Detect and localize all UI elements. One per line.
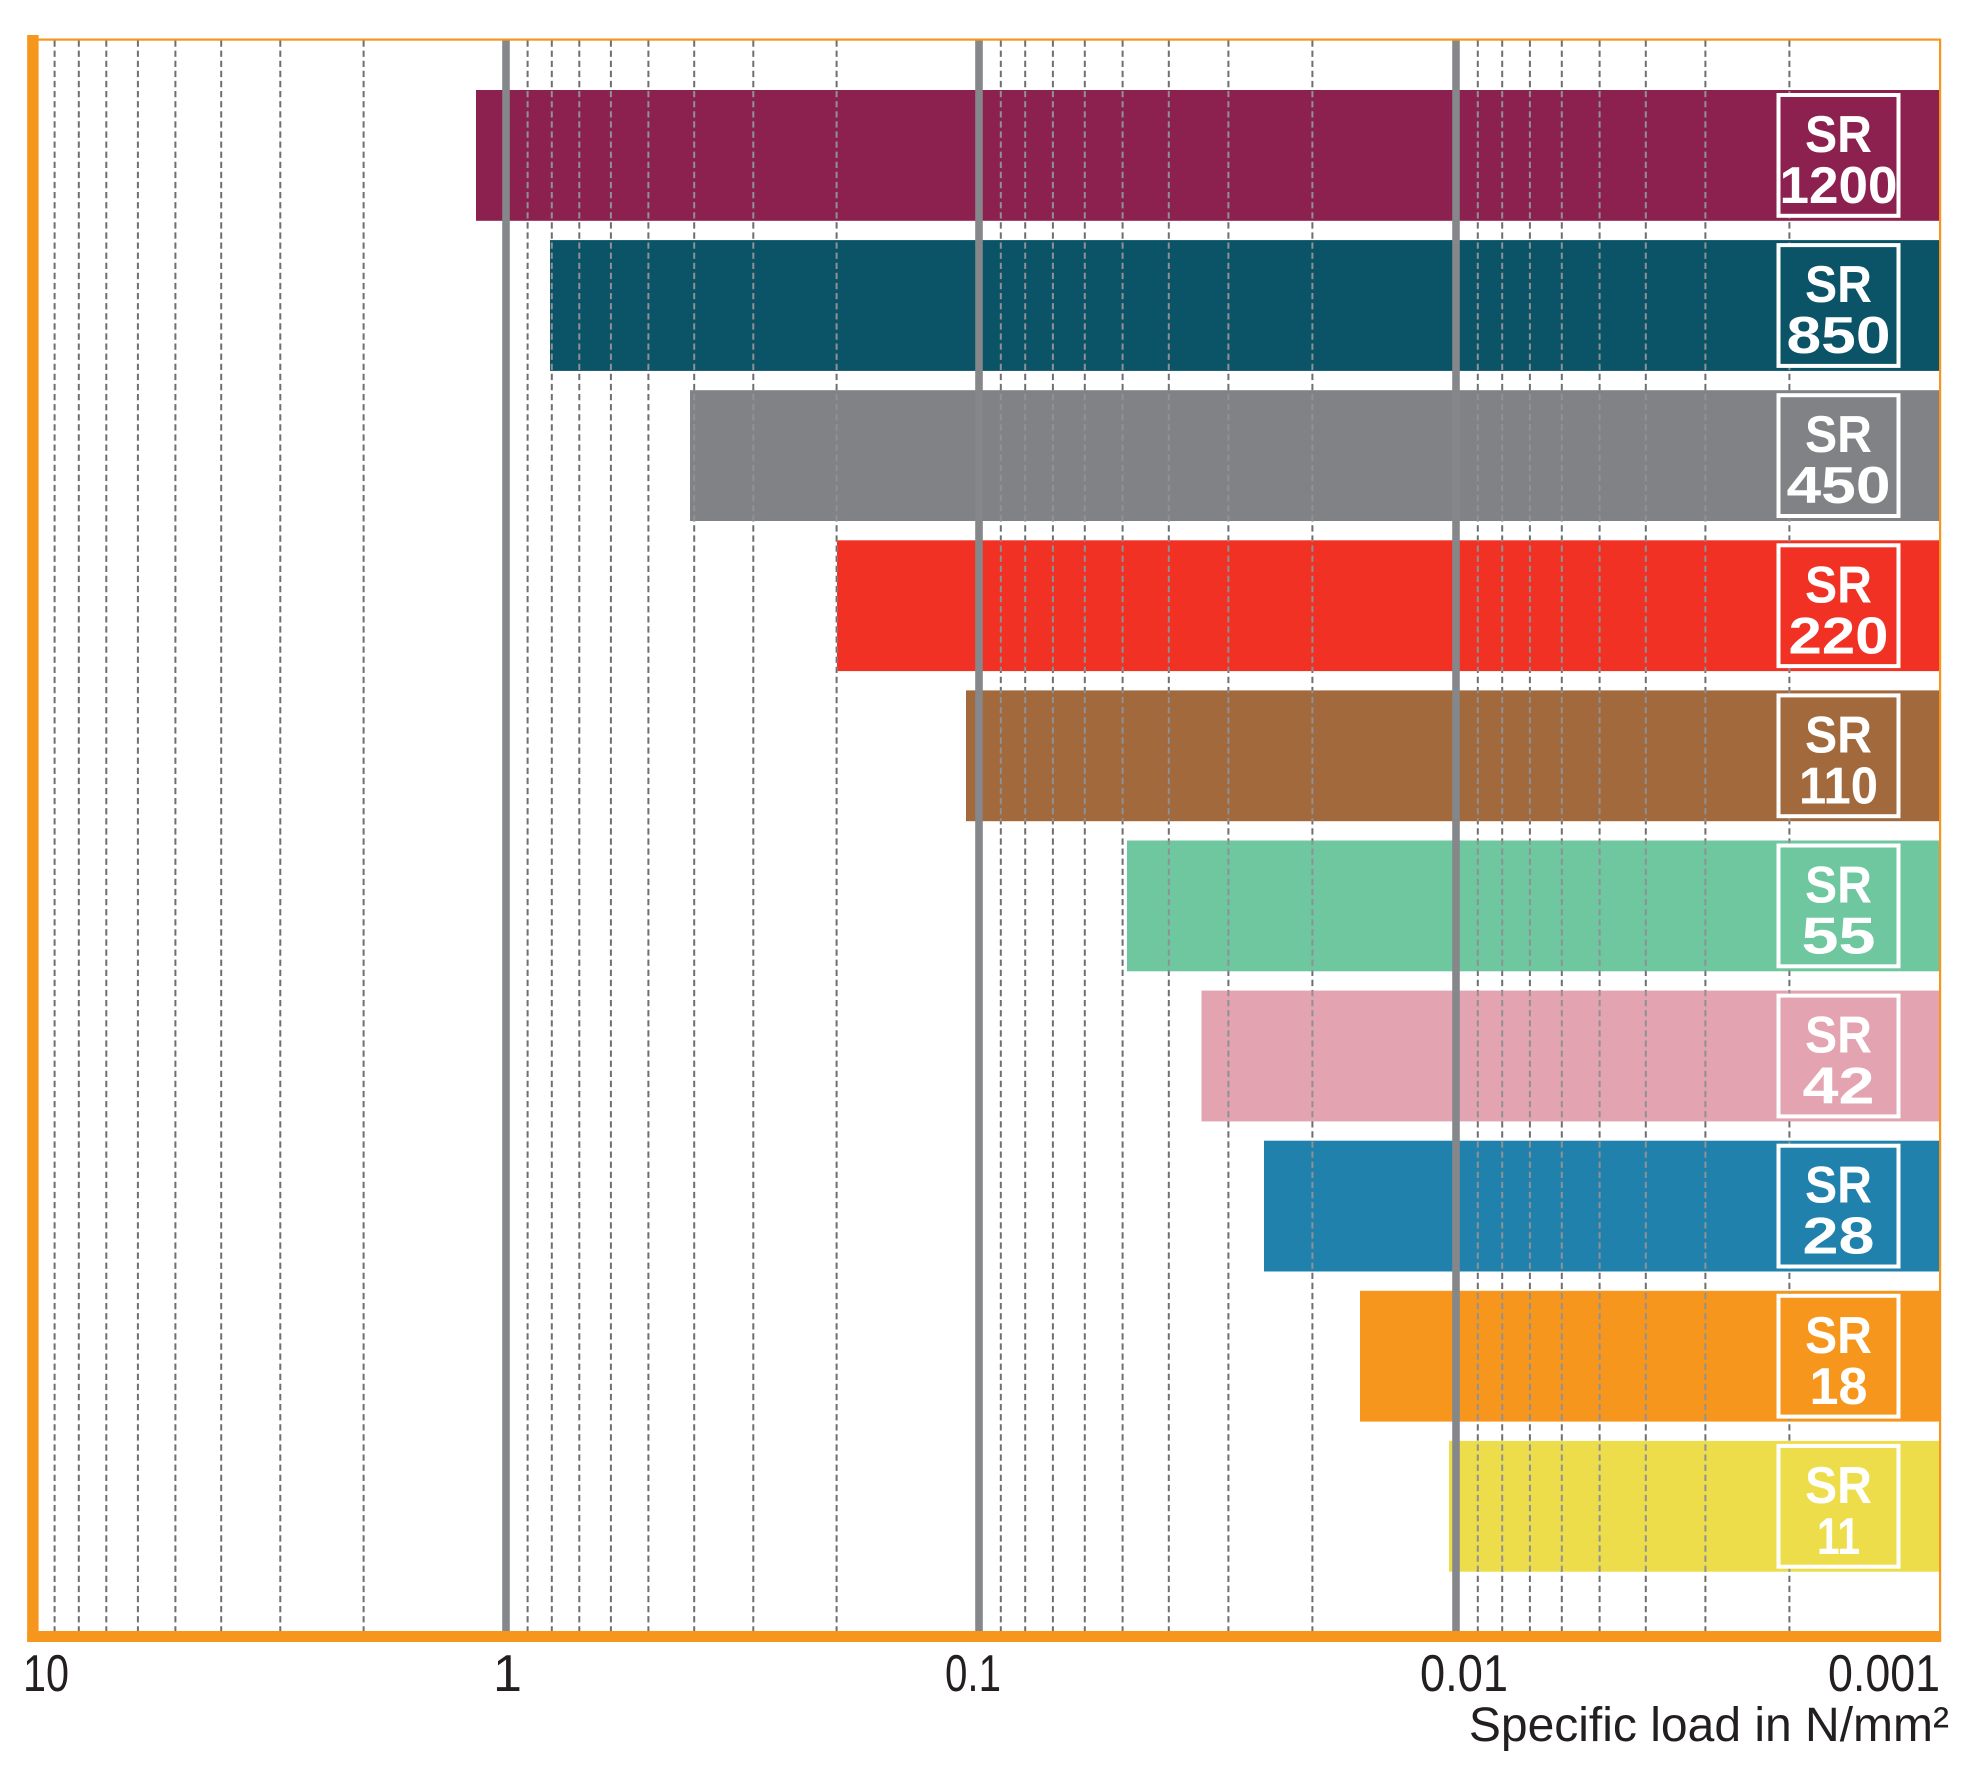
svg-text:SR: SR	[1805, 1157, 1872, 1215]
svg-text:28: 28	[1803, 1208, 1875, 1266]
svg-text:110: 110	[1799, 757, 1878, 815]
svg-text:Specific load in N/mm²: Specific load in N/mm²	[1469, 1699, 1949, 1752]
svg-text:220: 220	[1789, 607, 1889, 665]
svg-text:850: 850	[1787, 307, 1891, 365]
svg-text:SR: SR	[1805, 1307, 1872, 1365]
svg-text:SR: SR	[1805, 706, 1872, 764]
svg-text:0.01: 0.01	[1420, 1645, 1508, 1703]
svg-text:10: 10	[23, 1645, 69, 1703]
svg-text:55: 55	[1802, 908, 1876, 966]
svg-text:18: 18	[1810, 1358, 1868, 1416]
svg-text:0.001: 0.001	[1828, 1645, 1940, 1703]
svg-text:42: 42	[1803, 1058, 1875, 1116]
svg-text:SR: SR	[1805, 406, 1872, 464]
svg-text:SR: SR	[1805, 106, 1872, 164]
svg-text:0.1: 0.1	[945, 1645, 1001, 1703]
svg-text:SR: SR	[1805, 556, 1872, 614]
svg-text:11: 11	[1817, 1508, 1860, 1566]
svg-text:SR: SR	[1805, 857, 1872, 915]
svg-text:SR: SR	[1805, 256, 1872, 314]
svg-text:SR: SR	[1805, 1457, 1872, 1515]
svg-text:1200: 1200	[1780, 157, 1898, 215]
svg-text:SR: SR	[1805, 1007, 1872, 1065]
svg-text:1: 1	[493, 1645, 522, 1703]
svg-text:450: 450	[1787, 457, 1891, 515]
